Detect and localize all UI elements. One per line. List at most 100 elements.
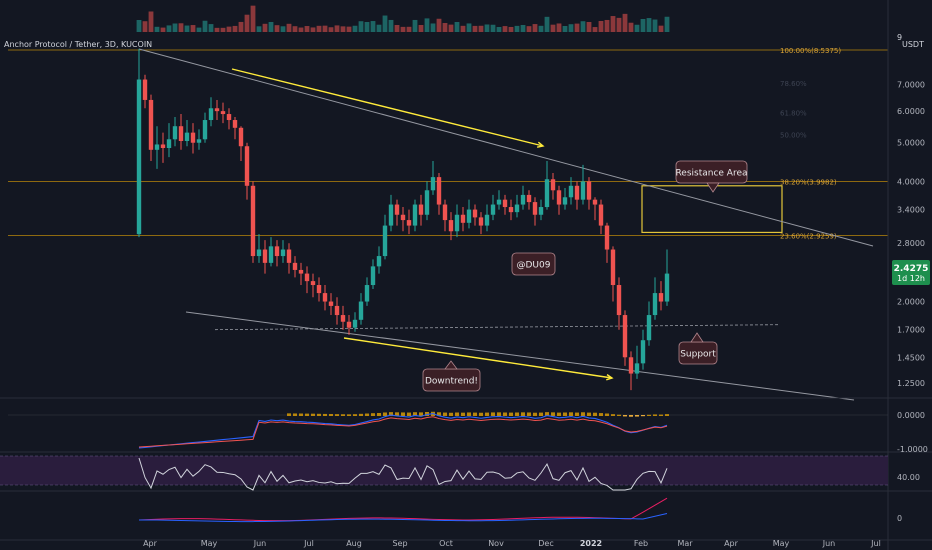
candle-body bbox=[664, 273, 670, 302]
x-tick-label: Feb bbox=[634, 539, 648, 548]
macd-hist-bar bbox=[383, 412, 387, 416]
candle-body bbox=[334, 305, 340, 316]
callout-tail bbox=[444, 360, 458, 370]
candle-body bbox=[556, 190, 562, 205]
volume-bar bbox=[274, 25, 280, 32]
candle-body bbox=[448, 220, 454, 232]
candle-body bbox=[262, 249, 268, 263]
callout-box bbox=[511, 252, 556, 276]
candle-body bbox=[154, 144, 160, 150]
rsi-line bbox=[138, 457, 668, 491]
volume-bar bbox=[658, 25, 664, 32]
macd-hist-bar bbox=[647, 414, 651, 416]
macd-hist-bar bbox=[503, 412, 507, 416]
fib-levels: 100.00%(8.5375) 78.60% 61.80% 50.00% 38.20%(… bbox=[8, 47, 888, 241]
fib-label: 23.60%(2.9259) bbox=[780, 233, 837, 241]
volume-bar bbox=[334, 25, 340, 32]
candle-body bbox=[328, 301, 334, 306]
volume-bar bbox=[304, 26, 310, 32]
volume-bar bbox=[520, 25, 526, 32]
x-tick-label: Jul bbox=[303, 539, 314, 548]
candle-body bbox=[562, 197, 568, 205]
fib-label: 100.00%(8.5375) bbox=[780, 47, 841, 55]
volume-bar bbox=[490, 24, 496, 32]
candle-body bbox=[418, 204, 424, 215]
candle-body bbox=[382, 225, 388, 257]
price-tag-value: 2.4275 bbox=[894, 264, 929, 274]
macd-hist-bar bbox=[629, 415, 633, 417]
rsi-tick: 40.00 bbox=[897, 473, 920, 482]
volume-bar bbox=[292, 26, 298, 32]
candle-body bbox=[244, 146, 250, 186]
x-tick-label: 2022 bbox=[580, 539, 602, 548]
macd-hist-bar bbox=[563, 412, 567, 416]
volume-bar bbox=[598, 21, 604, 32]
candle-body bbox=[580, 181, 586, 200]
volume-bar bbox=[172, 23, 178, 32]
callout-label: Downtrend! bbox=[425, 377, 478, 387]
macd-hist-bar bbox=[461, 412, 465, 416]
y-tick-label: 4.0000 bbox=[897, 177, 925, 186]
volume-bar bbox=[406, 26, 412, 32]
candle-body bbox=[274, 246, 280, 257]
y-tick-label: 7.0000 bbox=[897, 80, 925, 89]
volume-bar bbox=[460, 25, 466, 32]
candle-body bbox=[322, 293, 328, 302]
volume-bar bbox=[388, 19, 394, 32]
upper-arrow-head bbox=[536, 141, 545, 148]
volume-bar bbox=[190, 25, 196, 32]
upper-arrow bbox=[231, 68, 544, 147]
macd-hist-bar bbox=[491, 412, 495, 416]
macd-hist-bar bbox=[515, 412, 519, 416]
volume-bar bbox=[412, 19, 418, 32]
volume-bar bbox=[340, 26, 346, 32]
volume-bar bbox=[634, 24, 640, 32]
macd-hist-bar bbox=[635, 415, 639, 417]
volume-bar bbox=[502, 26, 508, 32]
volume-bar bbox=[556, 23, 562, 32]
candle-body bbox=[364, 285, 370, 302]
callout-tail bbox=[706, 182, 720, 193]
volume-bar bbox=[508, 26, 514, 32]
volume-bar bbox=[184, 25, 190, 32]
candle-body bbox=[406, 220, 412, 226]
volume-bar bbox=[310, 27, 316, 32]
macd-hist-bar bbox=[305, 413, 309, 416]
candle-body bbox=[250, 185, 256, 257]
macd-hist-bar bbox=[443, 412, 447, 416]
candle-body bbox=[256, 249, 262, 257]
volume-bar bbox=[610, 16, 616, 32]
fib-label: 38.20%(3.9982) bbox=[780, 178, 837, 186]
volume-bar bbox=[664, 16, 670, 32]
macd-hist-bar bbox=[389, 412, 393, 416]
candle-body bbox=[370, 266, 376, 286]
volume-bar bbox=[244, 14, 250, 32]
volume-bar bbox=[550, 24, 556, 32]
macd-hist-bar bbox=[299, 413, 303, 416]
candle-body bbox=[442, 204, 448, 221]
candles bbox=[136, 48, 670, 391]
volume-bar bbox=[646, 18, 652, 32]
candle-body bbox=[184, 132, 190, 142]
volume-bar bbox=[448, 24, 454, 32]
volume-bar bbox=[136, 20, 142, 32]
candle-body bbox=[178, 126, 184, 142]
currency-unit: USDT bbox=[902, 40, 924, 49]
macd-hist-bar bbox=[539, 412, 543, 416]
volume-histogram bbox=[136, 5, 670, 33]
macd-hist-bar bbox=[359, 413, 363, 416]
candle-body bbox=[160, 144, 166, 149]
macd-hist-bar bbox=[581, 412, 585, 416]
candle-body bbox=[172, 126, 178, 140]
candle-body bbox=[202, 120, 208, 140]
candle-body bbox=[520, 194, 526, 205]
candle-body bbox=[280, 249, 286, 257]
candle-body bbox=[634, 363, 640, 374]
macd-hist-bar bbox=[287, 413, 291, 416]
volume-bar bbox=[586, 22, 592, 32]
macd-hist-bar bbox=[323, 413, 327, 416]
volume-bar bbox=[466, 23, 472, 32]
candle-body bbox=[622, 315, 628, 358]
macd-hist-bar bbox=[467, 412, 471, 416]
